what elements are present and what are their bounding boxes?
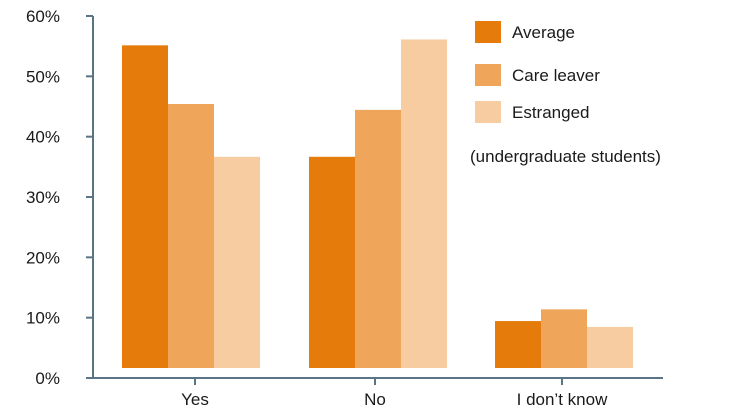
y-tick-label: 60% xyxy=(26,7,60,26)
x-ticks-group: Yes No I don’t know xyxy=(181,378,608,409)
y-ticks-group: 0% 10% 20% 30% 40% 50% 60% xyxy=(26,7,93,388)
bar xyxy=(401,39,447,368)
bar xyxy=(122,45,168,368)
legend: Average Care leaver Estranged xyxy=(475,21,600,123)
bar xyxy=(309,156,355,368)
bar xyxy=(495,321,541,368)
bar xyxy=(168,104,214,368)
bars-group xyxy=(122,39,633,368)
legend-swatch xyxy=(475,21,501,43)
x-tick-label: No xyxy=(364,390,386,409)
legend-swatch xyxy=(475,101,501,123)
legend-label: Estranged xyxy=(512,103,590,122)
x-tick-label: Yes xyxy=(181,390,209,409)
x-tick-label: I don’t know xyxy=(517,390,608,409)
bar xyxy=(587,326,633,368)
legend-label: Care leaver xyxy=(512,66,600,85)
bar xyxy=(541,309,587,368)
legend-swatch xyxy=(475,64,501,86)
legend-label: Average xyxy=(512,23,575,42)
y-tick-label: 10% xyxy=(26,309,60,328)
y-tick-label: 50% xyxy=(26,67,60,86)
bar xyxy=(355,109,401,368)
y-tick-label: 30% xyxy=(26,188,60,207)
y-tick-label: 40% xyxy=(26,128,60,147)
bar xyxy=(214,156,260,368)
legend-note: (undergraduate students) xyxy=(470,147,661,166)
y-tick-label: 20% xyxy=(26,248,60,267)
y-tick-label: 0% xyxy=(35,369,60,388)
